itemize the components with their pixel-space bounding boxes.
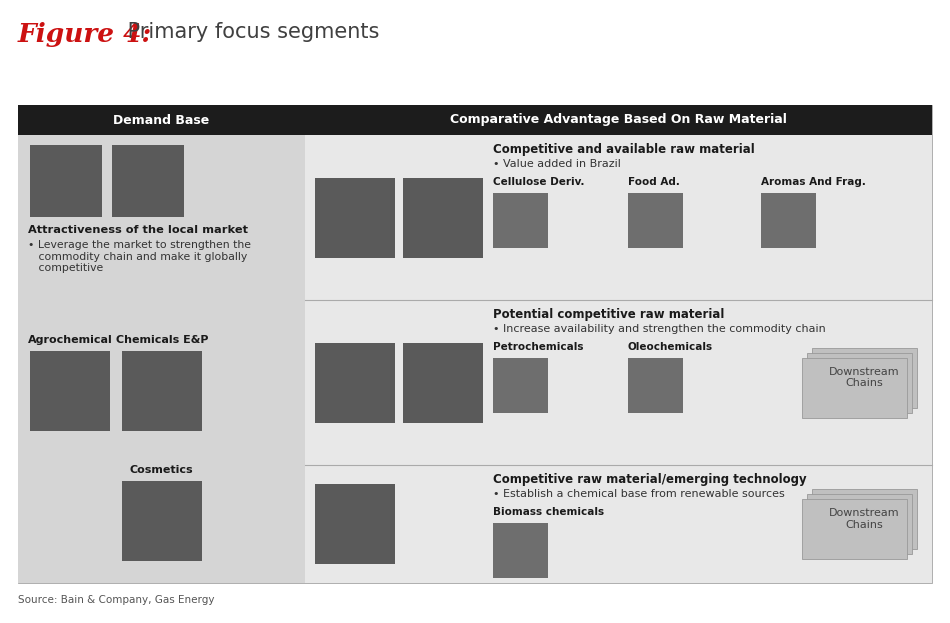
Bar <box>30 351 110 431</box>
Text: Agrochemical: Agrochemical <box>28 335 112 345</box>
Bar <box>315 178 395 257</box>
Text: Potential competitive raw material: Potential competitive raw material <box>493 308 724 321</box>
Bar <box>122 351 202 431</box>
Bar <box>122 481 201 561</box>
Text: Food Ad.: Food Ad. <box>628 177 680 187</box>
Bar <box>315 484 395 564</box>
Bar <box>315 343 395 422</box>
Text: Oleochemicals: Oleochemicals <box>628 342 713 352</box>
Text: Competitive and available raw material: Competitive and available raw material <box>493 143 754 156</box>
Text: Attractiveness of the local market: Attractiveness of the local market <box>28 225 248 235</box>
Text: Primary focus segments: Primary focus segments <box>121 22 379 42</box>
Bar <box>403 343 483 422</box>
Bar <box>628 358 683 413</box>
Bar <box>761 193 816 248</box>
Bar <box>807 494 912 554</box>
Bar <box>30 145 102 217</box>
Bar <box>812 489 917 549</box>
Text: Cellulose Deriv.: Cellulose Deriv. <box>493 177 584 187</box>
Bar <box>403 178 483 257</box>
Text: Competitive raw material/emerging technology: Competitive raw material/emerging techno… <box>493 473 807 486</box>
Bar <box>807 353 912 412</box>
Text: Comparative Advantage Based On Raw Material: Comparative Advantage Based On Raw Mater… <box>450 113 787 126</box>
Text: Cosmetics: Cosmetics <box>130 465 193 475</box>
Text: • Establish a chemical base from renewable sources: • Establish a chemical base from renewab… <box>493 489 785 499</box>
Bar <box>18 105 932 583</box>
Bar <box>305 135 932 583</box>
Text: Demand Base: Demand Base <box>113 113 210 126</box>
Text: • Increase availability and strengthen the commodity chain: • Increase availability and strengthen t… <box>493 324 826 334</box>
Bar <box>812 348 917 407</box>
Text: Source: Bain & Company, Gas Energy: Source: Bain & Company, Gas Energy <box>18 595 215 605</box>
Text: • Value added in Brazil: • Value added in Brazil <box>493 159 621 169</box>
Text: Aromas And Frag.: Aromas And Frag. <box>761 177 865 187</box>
Bar <box>18 135 305 583</box>
Text: Downstream
Chains: Downstream Chains <box>829 508 900 530</box>
Bar <box>493 523 548 578</box>
Bar <box>802 358 907 417</box>
Bar <box>112 145 184 217</box>
Text: • Leverage the market to strengthen the
   commodity chain and make it globally
: • Leverage the market to strengthen the … <box>28 240 251 273</box>
Bar <box>493 193 548 248</box>
Bar <box>802 499 907 559</box>
Bar <box>18 105 305 135</box>
Bar <box>628 193 683 248</box>
Text: Downstream
Chains: Downstream Chains <box>829 367 900 388</box>
Bar <box>493 358 548 413</box>
Bar <box>305 105 932 135</box>
Text: Chemicals E&P: Chemicals E&P <box>116 335 208 345</box>
Text: Petrochemicals: Petrochemicals <box>493 342 583 352</box>
Text: Biomass chemicals: Biomass chemicals <box>493 507 604 517</box>
Text: Figure 4:: Figure 4: <box>18 22 152 47</box>
